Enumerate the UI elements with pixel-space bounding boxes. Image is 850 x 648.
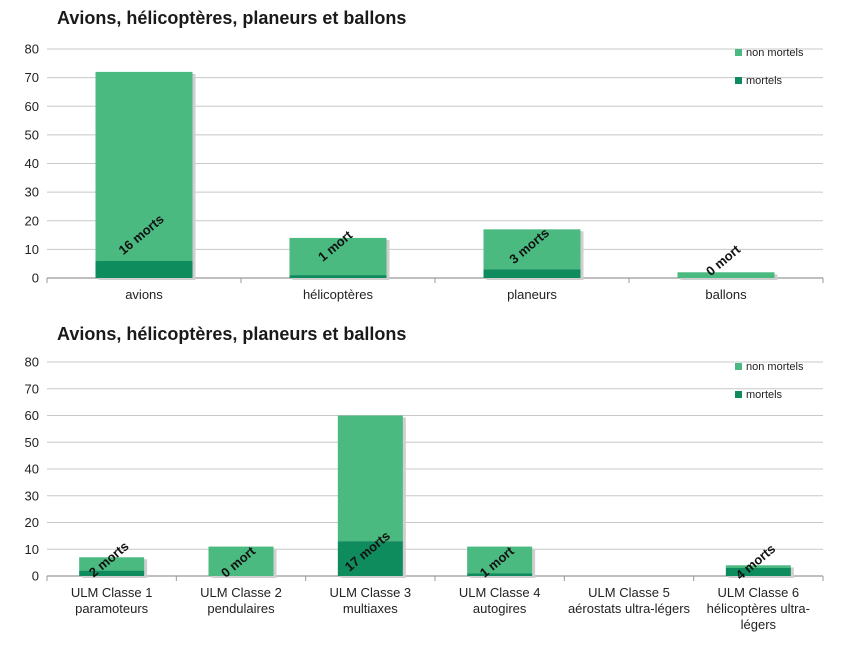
- top-chart-legend-label: mortels: [746, 75, 783, 87]
- bottom-chart-bar-mortels: [337, 541, 403, 576]
- top-chart-bar-non-mortels: [677, 272, 775, 278]
- top-chart-category-label: hélicoptères: [303, 287, 374, 302]
- top-chart-y-tick-label: 20: [25, 213, 39, 228]
- bottom-chart-y-tick-label: 0: [32, 569, 39, 584]
- bottom-chart-y-tick-label: 10: [25, 542, 39, 557]
- chart-title-top: Avions, hélicoptères, planeurs et ballon…: [57, 8, 407, 28]
- top-chart-y-tick-label: 50: [25, 127, 39, 142]
- top-chart-category-label: planeurs: [507, 287, 557, 302]
- bottom-chart-category-label: aérostats ultra-légers: [568, 601, 691, 616]
- bottom-chart-category-label: ULM Classe 6: [718, 585, 800, 600]
- bottom-chart-category-label: pendulaires: [207, 601, 275, 616]
- bottom-chart-category-label: multiaxes: [343, 601, 398, 616]
- top-chart-bar-non-mortels: [95, 71, 193, 261]
- top-chart-legend-label: non mortels: [746, 47, 804, 59]
- bottom-chart-bar-non-mortels: [725, 565, 791, 568]
- bottom-chart-y-tick-label: 30: [25, 488, 39, 503]
- top-chart-bar-mortels: [289, 275, 387, 278]
- top-chart-bar-mortels: [483, 269, 581, 278]
- top-chart-y-tick-label: 0: [32, 271, 39, 286]
- bottom-chart-y-tick-label: 60: [25, 408, 39, 423]
- bottom-chart-category-label: ULM Classe 3: [330, 585, 412, 600]
- bottom-chart-bar-non-mortels: [467, 546, 533, 574]
- top-chart-y-tick-label: 10: [25, 242, 39, 257]
- bottom-chart-category-label: ULM Classe 5: [588, 585, 670, 600]
- bottom-chart-bar-non-mortels: [208, 546, 274, 576]
- bottom-chart-y-tick-label: 40: [25, 462, 39, 477]
- bottom-chart-legend-label: non mortels: [746, 361, 804, 373]
- bottom-chart-bar-non-mortels: [337, 415, 403, 542]
- bottom-chart-category-label: ULM Classe 1: [71, 585, 153, 600]
- bottom-chart-bar-mortels: [725, 567, 791, 576]
- top-chart-y-tick-label: 30: [25, 185, 39, 200]
- bottom-chart-bar-non-mortels: [79, 557, 145, 571]
- bottom-chart-category-label: ULM Classe 2: [200, 585, 282, 600]
- bottom-chart-legend-swatch: [735, 391, 742, 398]
- bottom-chart-bar-mortels: [467, 573, 533, 576]
- top-chart-category-label: avions: [125, 287, 163, 302]
- bottom-chart-category-label: autogires: [473, 601, 527, 616]
- bottom-chart-legend-swatch: [735, 363, 742, 370]
- bottom-chart-category-label: hélicoptères ultra-: [707, 601, 810, 616]
- bottom-chart-bar-mortels: [79, 570, 145, 576]
- top-chart-y-tick-label: 60: [25, 99, 39, 114]
- bottom-chart-y-tick-label: 70: [25, 381, 39, 396]
- bottom-chart-category-label: ULM Classe 4: [459, 585, 541, 600]
- top-chart-y-tick-label: 40: [25, 156, 39, 171]
- bottom-chart-category-label: paramoteurs: [75, 601, 148, 616]
- bottom-chart-legend-label: mortels: [746, 389, 783, 401]
- top-chart-legend-swatch: [735, 49, 742, 56]
- bottom-chart-category-label: légers: [741, 617, 777, 632]
- chart-bottom: 0 10 20 30 40 50 60 70 80 ULM Classe 1paramoteurs…: [25, 355, 824, 632]
- top-chart-y-tick-label: 70: [25, 70, 39, 85]
- top-chart-bar-non-mortels: [483, 229, 581, 270]
- top-chart-bar-mortels: [95, 260, 193, 278]
- top-chart-y-tick-label: 80: [25, 42, 39, 57]
- bottom-chart-y-tick-label: 80: [25, 355, 39, 370]
- top-chart-bar-non-mortels: [289, 237, 387, 276]
- top-chart-category-label: ballons: [705, 287, 747, 302]
- bottom-chart-y-tick-label: 20: [25, 515, 39, 530]
- bottom-chart-y-tick-label: 50: [25, 435, 39, 450]
- chart-title-bottom: Avions, hélicoptères, planeurs et ballon…: [57, 324, 407, 344]
- top-chart-legend-swatch: [735, 77, 742, 84]
